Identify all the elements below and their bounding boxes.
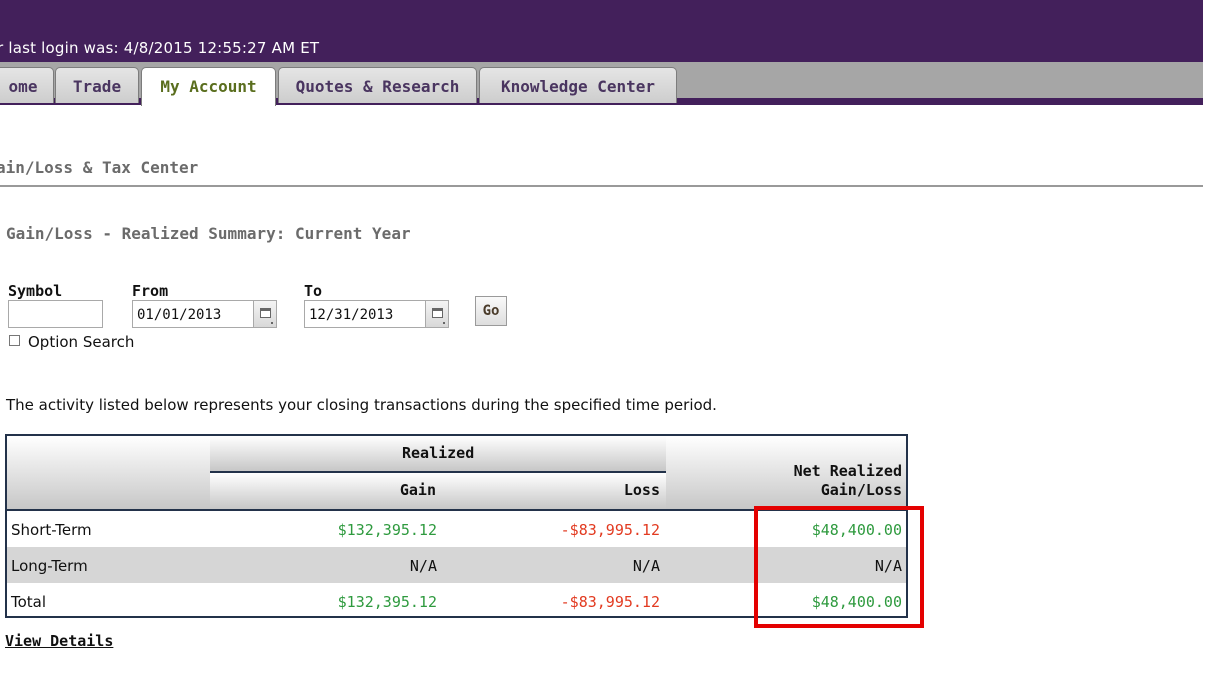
calendar-icon: [432, 308, 443, 318]
row-loss: -$83,995.12: [560, 593, 660, 611]
from-calendar-button[interactable]: [253, 300, 277, 328]
section-title: Gain/Loss - Realized Summary: Current Ye…: [6, 224, 411, 243]
symbol-input[interactable]: [8, 300, 103, 328]
last-login-text: r last login was: 4/8/2015 12:55:27 AM E…: [0, 39, 320, 57]
header-net-line2: Gain/Loss: [820, 481, 902, 499]
tab-home[interactable]: ome: [0, 67, 54, 103]
calendar-icon: [260, 308, 271, 318]
option-search-checkbox[interactable]: [9, 335, 20, 346]
header-net-cell: Net Realized Gain/Loss: [666, 436, 906, 509]
activity-description: The activity listed below represents you…: [6, 396, 717, 414]
header-bottom-rule: [7, 509, 906, 511]
row-label: Long-Term: [11, 557, 88, 575]
header-sub-cell: Gain Loss: [210, 473, 666, 509]
row-label: Short-Term: [11, 521, 92, 539]
option-search-label: Option Search: [28, 333, 135, 351]
header-divider: [210, 471, 666, 473]
view-details-link[interactable]: View Details: [5, 632, 114, 650]
to-label: To: [304, 282, 323, 300]
page-title: ain/Loss & Tax Center: [0, 158, 199, 177]
from-label: From: [132, 282, 169, 300]
header-realized: Realized: [402, 444, 475, 462]
row-net: $48,400.00: [811, 521, 902, 539]
calendar-corner-icon: [443, 322, 445, 324]
to-date-input[interactable]: 12/31/2013: [304, 300, 426, 328]
tab-my-account[interactable]: My Account: [141, 67, 276, 106]
row-loss: N/A: [632, 557, 660, 575]
realized-summary-table: Realized Gain Loss Net Realized Gain/Los…: [5, 434, 908, 618]
table-row: Short-Term $132,395.12 -$83,995.12 $48,4…: [7, 511, 906, 547]
header-gain: Gain: [399, 481, 436, 499]
row-gain: $132,395.12: [337, 521, 437, 539]
row-label: Total: [11, 593, 47, 611]
tab-knowledge-center[interactable]: Knowledge Center: [479, 67, 677, 103]
header-loss: Loss: [623, 481, 660, 499]
symbol-label: Symbol: [8, 282, 63, 300]
top-banner: [0, 0, 1203, 62]
tab-quotes-research[interactable]: Quotes & Research: [278, 67, 477, 103]
row-net: N/A: [874, 557, 902, 575]
title-divider: [0, 185, 1203, 187]
row-net: $48,400.00: [811, 593, 902, 611]
row-gain: $132,395.12: [337, 593, 437, 611]
header-net-line1: Net Realized: [793, 462, 902, 480]
calendar-corner-icon: [271, 322, 273, 324]
table-row: Long-Term N/A N/A N/A: [7, 547, 906, 583]
from-date-input[interactable]: 01/01/2013: [132, 300, 254, 328]
row-loss: -$83,995.12: [560, 521, 660, 539]
header-blank-cell: [7, 436, 210, 509]
table-row: Total $132,395.12 -$83,995.12 $48,400.00: [7, 583, 906, 619]
row-gain: N/A: [409, 557, 437, 575]
tab-trade[interactable]: Trade: [55, 67, 139, 103]
to-calendar-button[interactable]: [425, 300, 449, 328]
go-button[interactable]: Go: [475, 296, 507, 326]
header-realized-cell: Realized: [210, 436, 666, 471]
